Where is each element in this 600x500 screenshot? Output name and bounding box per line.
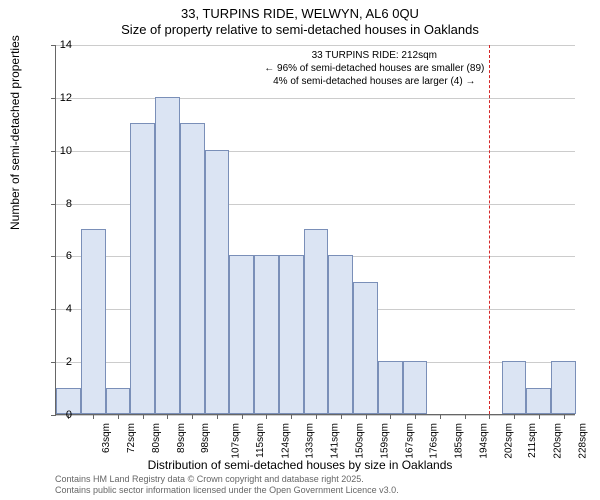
x-tick [390, 414, 391, 419]
x-tick-label: 211sqm [527, 423, 538, 458]
attribution-line1: Contains HM Land Registry data © Crown c… [55, 474, 399, 485]
plot-area: 33 TURPINS RIDE: 212sqm ← 96% of semi-de… [55, 45, 575, 415]
x-tick-label: 107sqm [231, 423, 242, 459]
annotation-line3: 4% of semi-detached houses are larger (4… [264, 75, 484, 88]
histogram-bar [502, 361, 527, 414]
x-tick [415, 414, 416, 419]
x-tick [489, 414, 490, 419]
x-tick-label: 115sqm [255, 423, 266, 458]
annotation-box: 33 TURPINS RIDE: 212sqm ← 96% of semi-de… [264, 49, 484, 88]
x-tick [242, 414, 243, 419]
annotation-line1: 33 TURPINS RIDE: 212sqm [264, 49, 484, 62]
attribution-line2: Contains public sector information licen… [55, 485, 399, 496]
x-tick [316, 414, 317, 419]
gridline-h [56, 45, 575, 46]
histogram-bar [403, 361, 428, 414]
histogram-bar [81, 229, 106, 414]
x-tick [93, 414, 94, 419]
histogram-bar [155, 97, 180, 414]
x-tick [564, 414, 565, 419]
x-tick-label: 150sqm [355, 423, 366, 459]
histogram-bar [205, 150, 230, 414]
x-tick [192, 414, 193, 419]
x-tick-label: 124sqm [280, 423, 291, 459]
x-tick [341, 414, 342, 419]
x-tick [143, 414, 144, 419]
histogram-bar [180, 123, 205, 414]
histogram-bar [304, 229, 329, 414]
x-tick-label: 98sqm [200, 423, 211, 453]
x-tick [366, 414, 367, 419]
histogram-bar [254, 255, 279, 414]
x-tick [514, 414, 515, 419]
histogram-bar [229, 255, 254, 414]
x-tick-label: 202sqm [503, 423, 514, 459]
y-tick-label: 10 [42, 145, 72, 157]
y-axis-label: Number of semi-detached properties [8, 35, 22, 230]
highlight-marker-line [489, 45, 490, 414]
y-tick-label: 6 [42, 250, 72, 262]
y-tick-label: 2 [42, 356, 72, 368]
y-tick-label: 14 [42, 39, 72, 51]
y-tick-label: 0 [42, 409, 72, 421]
histogram-bar [551, 361, 576, 414]
annotation-line2: ← 96% of semi-detached houses are smalle… [264, 62, 484, 75]
x-tick [291, 414, 292, 419]
x-tick [266, 414, 267, 419]
x-tick [167, 414, 168, 419]
x-axis-label: Distribution of semi-detached houses by … [0, 458, 600, 472]
x-tick-label: 176sqm [429, 423, 440, 459]
x-tick-label: 194sqm [478, 423, 489, 459]
x-tick [539, 414, 540, 419]
chart-title-main: 33, TURPINS RIDE, WELWYN, AL6 0QU [0, 6, 600, 21]
gridline-h [56, 98, 575, 99]
x-tick-label: 220sqm [553, 423, 564, 459]
x-tick-label: 133sqm [305, 423, 316, 459]
histogram-bar [106, 388, 131, 414]
x-tick-label: 80sqm [151, 423, 162, 453]
x-tick-label: 89sqm [176, 423, 187, 453]
property-size-chart: 33, TURPINS RIDE, WELWYN, AL6 0QU Size o… [0, 0, 600, 500]
x-tick-label: 228sqm [577, 423, 588, 459]
histogram-bar [378, 361, 403, 414]
histogram-bar [130, 123, 155, 414]
x-tick [465, 414, 466, 419]
attribution-text: Contains HM Land Registry data © Crown c… [55, 474, 399, 496]
x-tick-label: 167sqm [404, 423, 415, 459]
x-tick-label: 185sqm [454, 423, 465, 459]
y-tick-label: 8 [42, 198, 72, 210]
y-tick-label: 4 [42, 303, 72, 315]
x-tick-label: 159sqm [379, 423, 390, 459]
x-tick-label: 63sqm [101, 423, 112, 453]
x-tick-label: 72sqm [126, 423, 137, 453]
x-tick [440, 414, 441, 419]
histogram-bar [279, 255, 304, 414]
x-tick [217, 414, 218, 419]
x-tick-label: 141sqm [330, 423, 341, 459]
histogram-bar [328, 255, 353, 414]
y-tick-label: 12 [42, 92, 72, 104]
histogram-bar [526, 388, 551, 414]
chart-title-sub: Size of property relative to semi-detach… [0, 22, 600, 37]
histogram-bar [353, 282, 378, 414]
x-tick [118, 414, 119, 419]
